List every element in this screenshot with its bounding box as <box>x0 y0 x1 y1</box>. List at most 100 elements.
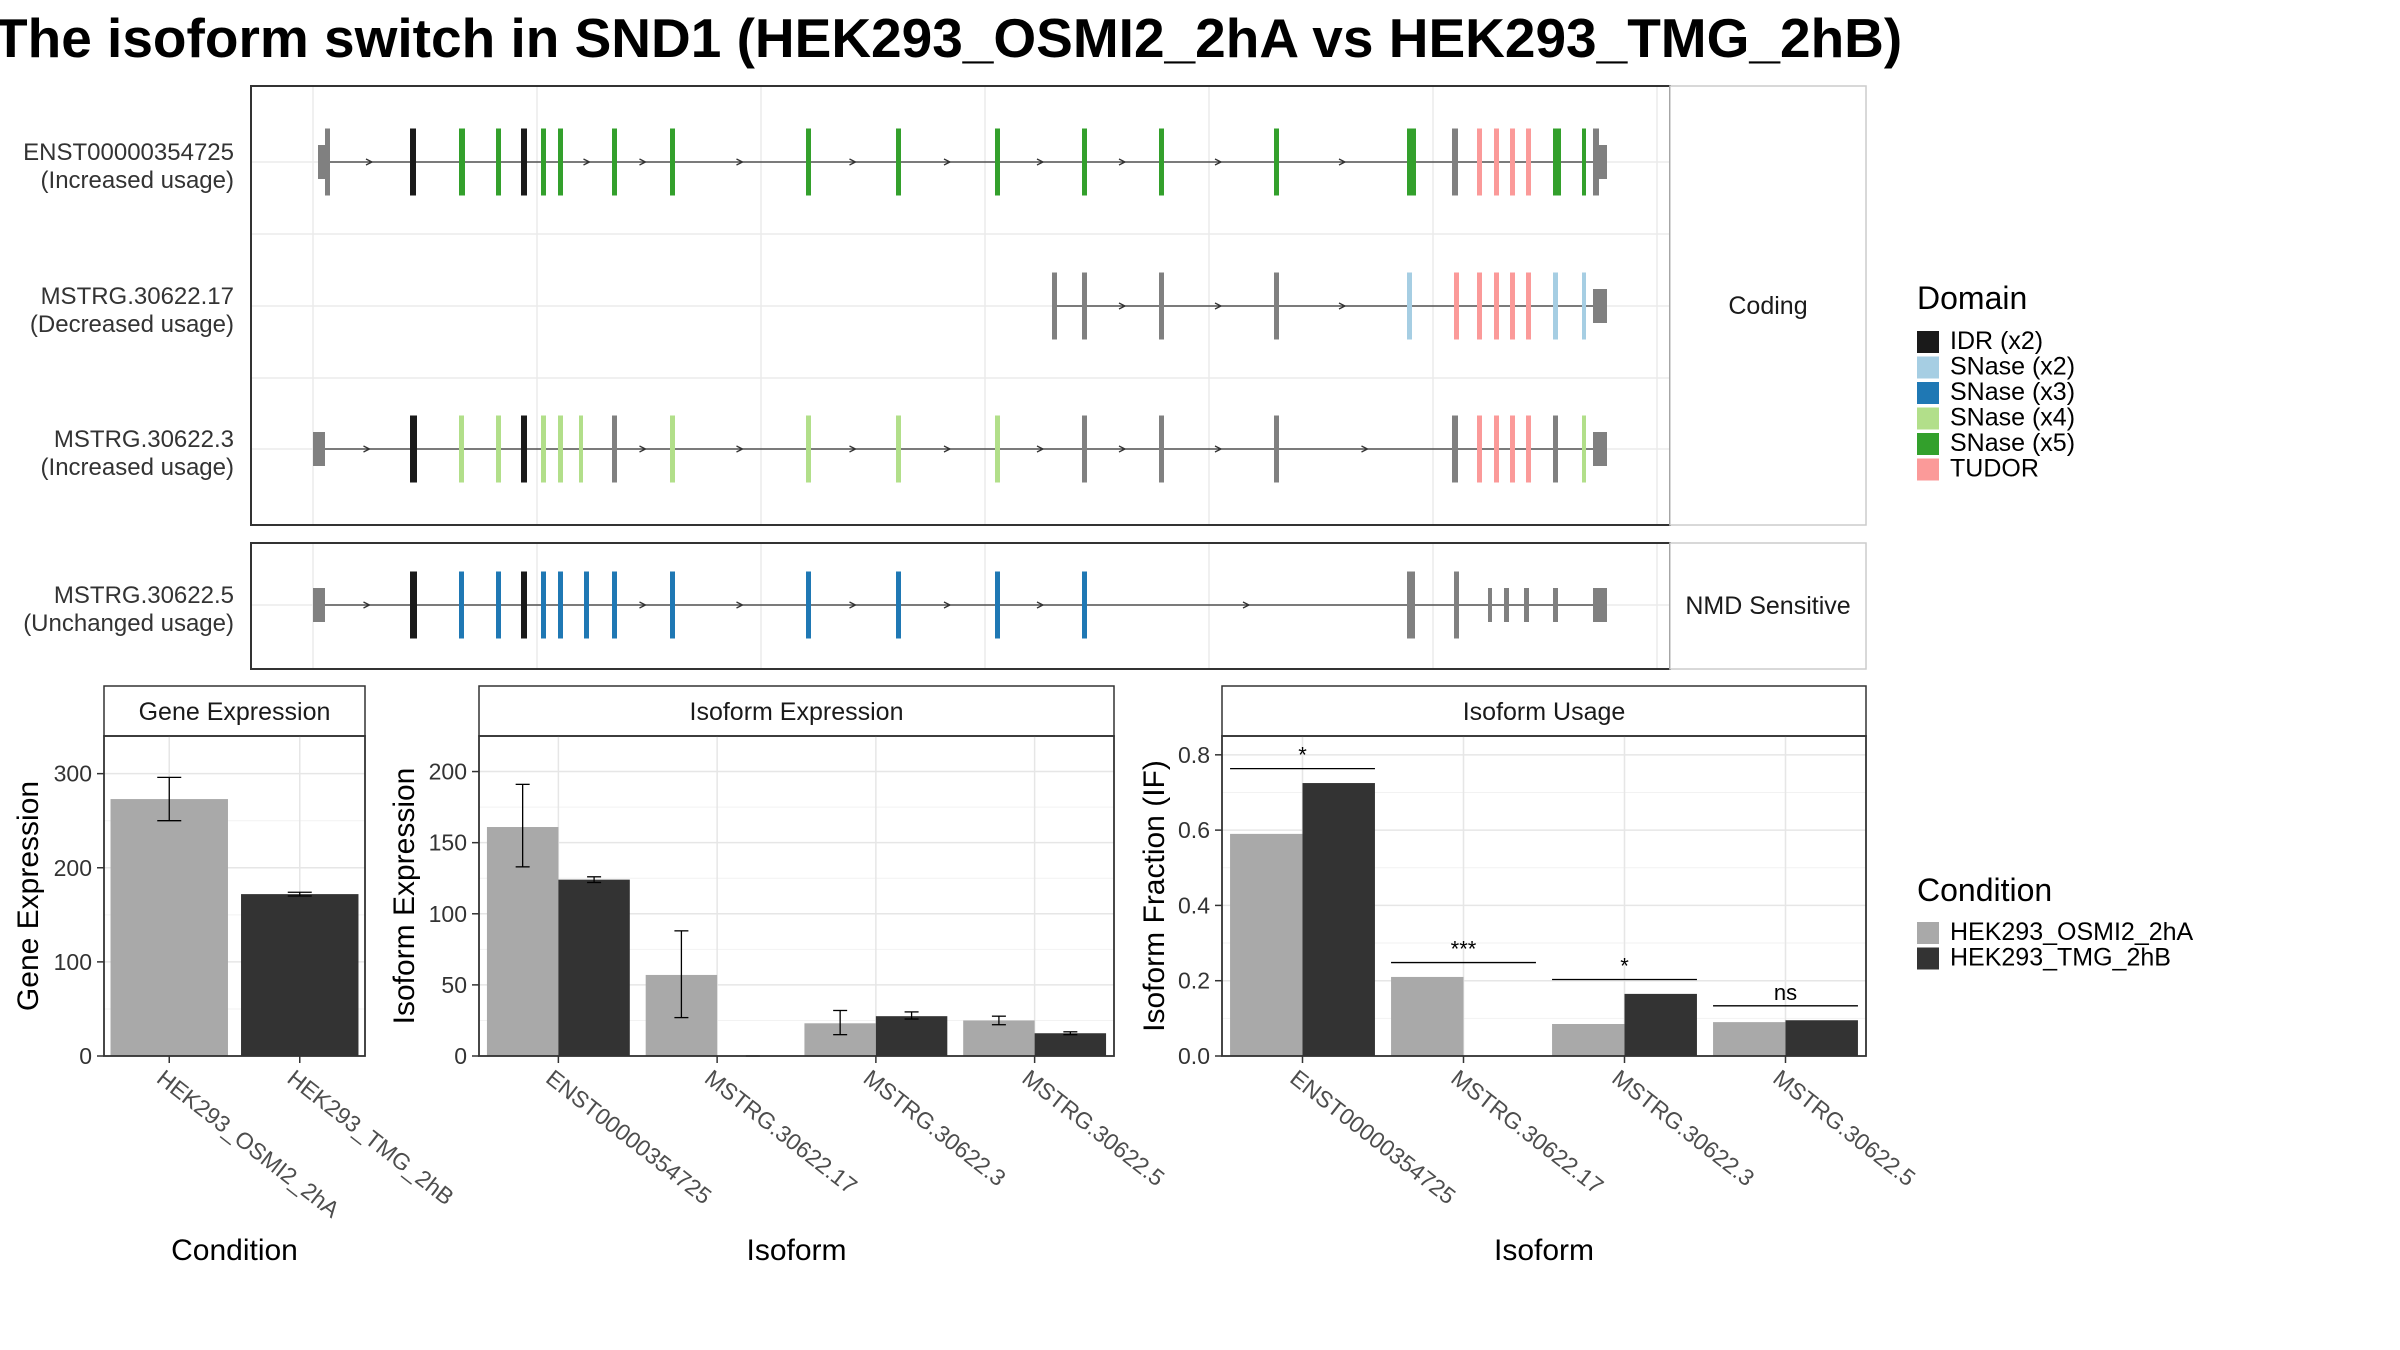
isoform-usage-label: (Increased usage) <box>41 167 234 194</box>
exon-block <box>496 128 501 196</box>
intron-arrow <box>943 445 952 453</box>
intron-arrow <box>1214 302 1223 310</box>
intron-arrow <box>1036 445 1045 453</box>
exon-block <box>1504 588 1509 622</box>
x-axis-title: Isoform <box>746 1234 846 1267</box>
exon-block <box>1553 272 1558 340</box>
intron-arrow <box>639 158 647 166</box>
isoform-structure-panel: ENST00000354725(Increased usage)MSTRG.30… <box>23 85 1867 670</box>
y-tick-label: 200 <box>429 759 467 785</box>
bar <box>110 799 228 1056</box>
intron-arrow <box>1214 445 1223 453</box>
exon-block <box>459 571 464 639</box>
exon-block <box>1593 588 1607 622</box>
chart-title: Gene Expression <box>139 698 331 726</box>
exon-block <box>806 415 811 483</box>
exon-block <box>1553 128 1561 196</box>
significance-label: *** <box>1451 937 1477 962</box>
domain-legend: Domain IDR (x2)SNase (x2)SNase (x3)SNase… <box>1917 280 2075 483</box>
significance-label: ns <box>1774 980 1797 1005</box>
y-axis-title: Isoform Fraction (IF) <box>1138 760 1171 1032</box>
bar <box>241 894 359 1056</box>
exon-block <box>1582 128 1586 196</box>
y-tick-label: 0.2 <box>1178 968 1210 994</box>
exon-block <box>1454 571 1459 639</box>
y-tick-label: 0 <box>454 1043 467 1069</box>
nmd-strip <box>1669 542 1867 670</box>
chart-strip <box>103 685 366 737</box>
exon-block <box>558 128 563 196</box>
exon-block <box>1159 272 1164 340</box>
bar <box>1302 783 1375 1056</box>
exon-block <box>995 415 1000 483</box>
intron-arrow <box>639 601 647 609</box>
bar <box>1391 976 1464 1056</box>
exon-block <box>1274 415 1279 483</box>
exon-block <box>995 571 1000 639</box>
y-axis-title: Gene Expression <box>12 781 45 1011</box>
condition-legend-title: Condition <box>1917 872 2052 908</box>
chart-strip <box>478 685 1115 737</box>
intron-arrow <box>639 445 647 453</box>
intron-arrow <box>1118 445 1127 453</box>
bar <box>1713 1022 1786 1056</box>
exon-block <box>670 415 675 483</box>
exon-block <box>806 128 811 196</box>
exon-block <box>410 571 417 639</box>
exon-block <box>1494 415 1499 483</box>
intron-arrow <box>1036 601 1045 609</box>
exon-block <box>1553 588 1558 622</box>
condition-legend-label: HEK293_TMG_2hB <box>1950 944 2171 972</box>
exon-block <box>1452 128 1458 196</box>
exon-block <box>1082 272 1087 340</box>
exon-block <box>1082 415 1087 483</box>
exon-block <box>410 415 417 483</box>
exon-block <box>1452 415 1458 483</box>
exon-block <box>1553 415 1558 483</box>
domain-legend-label: TUDOR <box>1950 455 2039 483</box>
exon-block <box>459 128 465 196</box>
exon-block <box>1510 415 1515 483</box>
x-tick-label: MSTRG.30622.5 <box>1018 1064 1170 1191</box>
exon-block <box>541 571 546 639</box>
chart-border <box>1221 735 1867 1057</box>
exon-block <box>1494 272 1499 340</box>
x-tick-label: MSTRG.30622.3 <box>1607 1064 1759 1191</box>
y-tick-label: 200 <box>54 855 92 881</box>
domain-legend-swatch <box>1917 356 1939 379</box>
exon-block <box>612 415 617 483</box>
exon-block <box>541 415 546 483</box>
exon-block <box>1477 272 1482 340</box>
exon-block <box>521 128 527 196</box>
bar <box>1230 833 1303 1056</box>
chart-border <box>478 735 1115 1057</box>
expression-charts: Gene Expression0100200300HEK293_OSMI2_2h… <box>12 685 1920 1267</box>
significance-label: * <box>1620 953 1629 978</box>
exon-block <box>325 128 330 196</box>
x-axis-title: Condition <box>171 1234 298 1267</box>
exon-block <box>612 571 617 639</box>
domain-legend-swatch <box>1917 458 1939 481</box>
y-tick-label: 0.0 <box>1178 1043 1210 1069</box>
exon-block <box>1274 272 1279 340</box>
isoform-usage-label: (Unchanged usage) <box>23 610 234 637</box>
exon-block <box>1494 128 1499 196</box>
isoform-usage-label: (Increased usage) <box>41 454 234 481</box>
exon-block <box>318 145 326 179</box>
intron-arrow <box>365 158 374 166</box>
bar <box>1552 1024 1625 1056</box>
exon-block <box>313 432 325 466</box>
intron-arrow <box>736 601 744 609</box>
intron-arrow <box>1118 158 1127 166</box>
strip-label-nmd: NMD Sensitive <box>1685 592 1850 620</box>
domain-legend-label: SNase (x5) <box>1950 429 2075 457</box>
coding-strip <box>1669 85 1867 526</box>
exon-block <box>459 415 464 483</box>
chart-title: Isoform Expression <box>690 698 904 726</box>
x-tick-label: MSTRG.30622.17 <box>700 1064 862 1199</box>
x-tick-label: MSTRG.30622.17 <box>1446 1064 1608 1199</box>
exon-block <box>1593 145 1607 179</box>
y-tick-label: 150 <box>429 830 467 856</box>
bar <box>1785 1020 1858 1056</box>
